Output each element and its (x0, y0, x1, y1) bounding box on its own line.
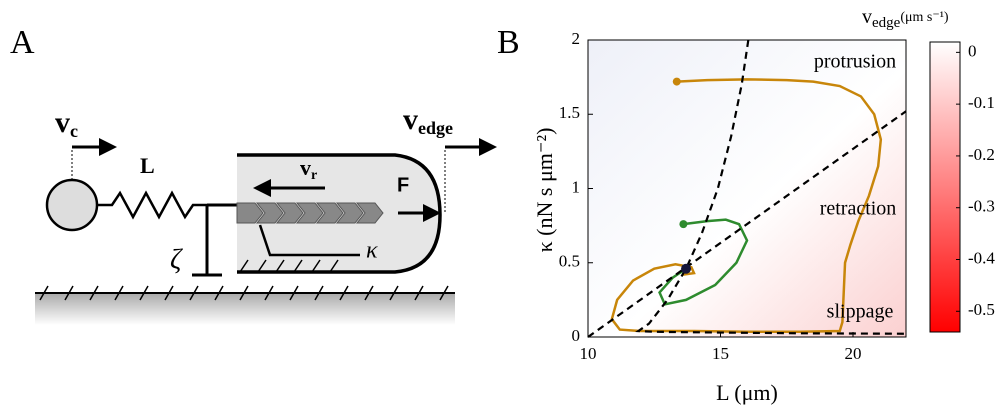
colorbar-tick-label: -0.4 (968, 248, 995, 267)
vedge-label: vedge (403, 103, 453, 138)
bead (47, 180, 97, 230)
colorbar (930, 42, 960, 332)
colorbar-tick-label: -0.2 (968, 145, 995, 164)
panel-label: A (10, 24, 35, 61)
y-tick-label: 0.5 (559, 252, 580, 271)
colorbar-tick-label: -0.5 (968, 300, 995, 319)
fixed-point (681, 264, 691, 274)
force-label: F (397, 174, 409, 196)
region-label: retraction (820, 198, 897, 220)
vc-label: vc (55, 106, 78, 141)
colorbar-tick-label: 0 (968, 41, 977, 60)
x-tick-label: 20 (845, 344, 862, 363)
panel-label: B (497, 24, 520, 61)
y-tick-label: 2 (572, 29, 581, 48)
panel-a: A F vr κ ζ L vc vedge (10, 24, 488, 325)
figure: A F vr κ ζ L vc vedge B L (μm) κ (nN s μ… (0, 0, 1008, 410)
dashpot (192, 205, 237, 275)
region-label: slippage (827, 301, 894, 323)
x-axis-label: L (μm) (716, 380, 778, 405)
y-tick-label: 1.5 (559, 103, 580, 122)
spring (97, 193, 207, 217)
colorbar-title: vedge(μm s⁻¹) (862, 6, 949, 32)
region-label: protrusion (814, 51, 896, 73)
field (588, 40, 906, 337)
x-tick-label: 10 (580, 344, 597, 363)
x-tick-label: 15 (712, 344, 729, 363)
y-axis-label: κ (nN s μm⁻²) (532, 128, 557, 253)
colorbar-tick-label: -0.3 (968, 197, 995, 216)
spring-label: L (140, 153, 155, 178)
y-tick-label: 1 (572, 177, 581, 196)
start-point (673, 78, 681, 86)
zeta-label: ζ (170, 244, 183, 275)
actin (237, 203, 383, 223)
y-tick-label: 0 (572, 326, 581, 345)
colorbar-tick-label: -0.1 (968, 93, 995, 112)
start-point (679, 220, 687, 228)
kappa-label: κ (366, 238, 378, 264)
